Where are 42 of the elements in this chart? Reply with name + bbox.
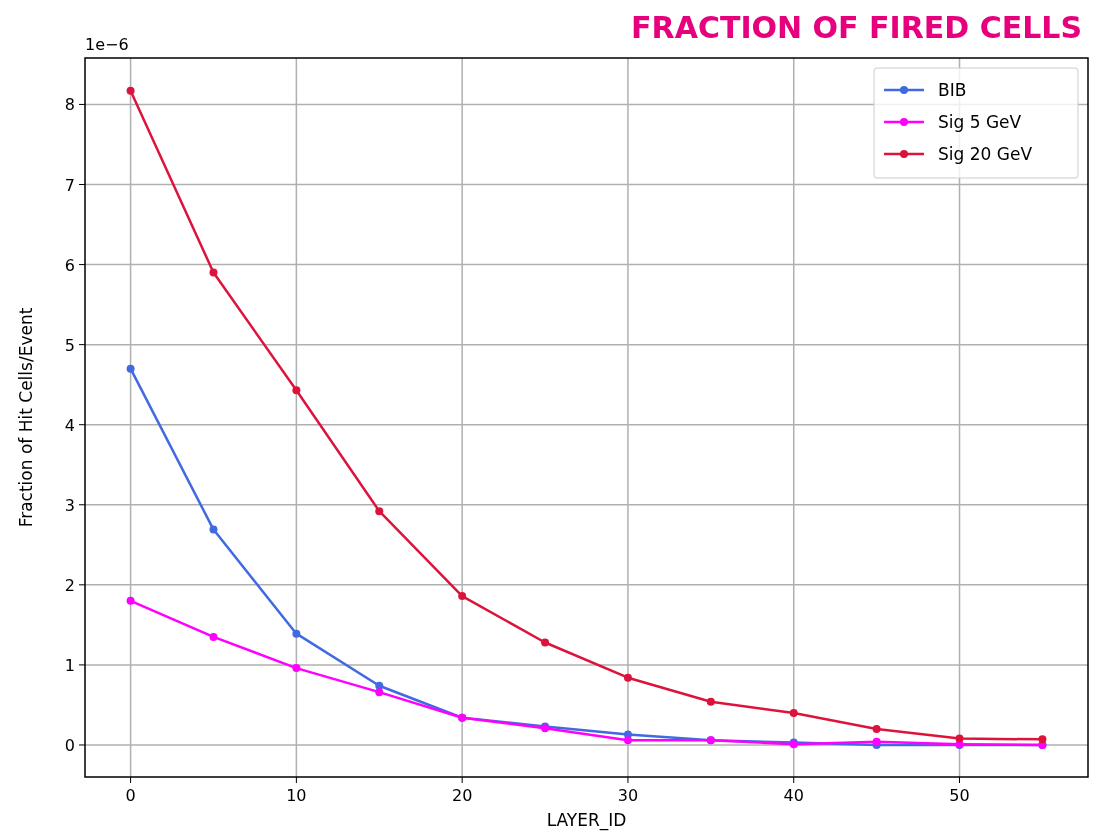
point [623, 673, 632, 682]
legend-label: Sig 20 GeV [938, 144, 1033, 164]
y-tick-label: 1 [64, 655, 75, 675]
point [126, 86, 135, 95]
point [458, 592, 467, 601]
y-tick-label: 0 [64, 735, 75, 755]
y-tick-label: 6 [64, 255, 75, 275]
y-tick-label: 3 [64, 495, 75, 515]
x-tick-label: 20 [451, 786, 473, 805]
point [541, 638, 550, 647]
point [209, 268, 218, 277]
point [375, 507, 384, 516]
point [789, 708, 798, 717]
x-axis-title: LAYER_ID [546, 810, 627, 831]
x-tick-label: 0 [125, 786, 136, 805]
point [209, 632, 218, 641]
point [209, 525, 218, 534]
y-tick-label: 8 [64, 95, 75, 115]
point [872, 724, 881, 733]
legend-label: BIB [938, 80, 967, 100]
y-tick-label: 4 [64, 415, 75, 435]
point [1038, 735, 1047, 744]
point [375, 688, 384, 697]
point [955, 734, 964, 743]
x-tick-label: 10 [286, 786, 307, 805]
y-tick-label: 7 [64, 175, 75, 195]
x-tick-label: 30 [617, 786, 639, 805]
point [292, 664, 301, 673]
x-tick-label: 40 [783, 786, 804, 805]
point [706, 697, 715, 706]
legend-label: Sig 5 GeV [938, 112, 1022, 132]
x-tick-label: 50 [949, 786, 970, 805]
point [126, 364, 135, 373]
point [623, 736, 632, 745]
point [292, 386, 301, 395]
text: 1e−6 [85, 35, 129, 54]
chart-title: FRACTION OF FIRED CELLS [631, 10, 1082, 45]
y-axis-title: Fraction of Hit Cells/Event [16, 307, 36, 528]
y-tick-label: 2 [64, 575, 75, 595]
y-tick-label: 5 [64, 335, 75, 355]
point [292, 629, 301, 638]
point [126, 596, 135, 605]
